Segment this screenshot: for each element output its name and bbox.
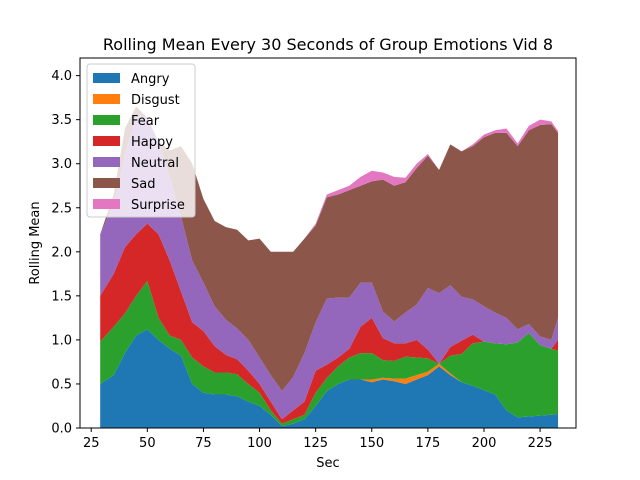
y-tick-label: 0.0	[51, 422, 72, 437]
legend-swatch-sad	[93, 178, 120, 188]
area-happy	[100, 223, 559, 424]
y-axis-title: Rolling Mean	[28, 201, 43, 284]
legend-label-sad: Sad	[131, 177, 155, 192]
legend-label-neutral: Neutral	[131, 156, 179, 171]
legend-label-disgust: Disgust	[131, 93, 180, 108]
x-tick-label: 75	[195, 436, 212, 451]
x-tick-label: 50	[139, 436, 156, 451]
y-axis: 0.0 0.5 1.0 1.5 2.0 2.5 3.0 3.5 4.0	[51, 69, 80, 437]
legend-swatch-surprise	[93, 199, 120, 209]
x-tick-label: 25	[83, 436, 100, 451]
y-tick-label: 0.5	[51, 377, 72, 392]
area-fear	[100, 280, 559, 427]
y-tick-label: 1.0	[51, 333, 72, 348]
area-neutral	[100, 115, 559, 420]
y-tick-label: 3.5	[51, 113, 72, 128]
legend-swatch-happy	[93, 136, 120, 146]
legend-swatch-disgust	[93, 94, 120, 104]
area-sad	[100, 106, 559, 391]
x-tick-label: 175	[415, 436, 440, 451]
x-tick-label: 125	[303, 436, 328, 451]
x-tick-label: 100	[247, 436, 272, 451]
legend-swatch-fear	[93, 115, 120, 125]
x-axis-title: Sec	[316, 456, 339, 471]
x-axis: 25 50 75 100 125 150 175 200 225	[83, 428, 553, 451]
y-tick-label: 1.5	[51, 289, 72, 304]
legend-swatch-angry	[93, 73, 120, 83]
legend-label-fear: Fear	[131, 114, 160, 129]
plot-frame	[79, 57, 577, 429]
x-tick-label: 150	[359, 436, 384, 451]
legend-label-happy: Happy	[131, 135, 173, 150]
legend-label-angry: Angry	[131, 72, 170, 87]
y-tick-label: 2.5	[51, 201, 72, 216]
area-angry	[100, 329, 559, 428]
y-tick-label: 2.0	[51, 245, 72, 260]
stacked-areas	[100, 106, 559, 428]
x-tick-label: 200	[472, 436, 497, 451]
legend-label-surprise: Surprise	[131, 198, 185, 213]
chart-title: Rolling Mean Every 30 Seconds of Group E…	[103, 35, 553, 54]
x-tick-label: 225	[528, 436, 553, 451]
legend-swatch-neutral	[93, 157, 120, 167]
y-tick-label: 4.0	[51, 69, 72, 84]
y-tick-label: 3.0	[51, 157, 72, 172]
legend: Angry Disgust Fear Happy Neutral Sad Surprise	[86, 63, 196, 218]
